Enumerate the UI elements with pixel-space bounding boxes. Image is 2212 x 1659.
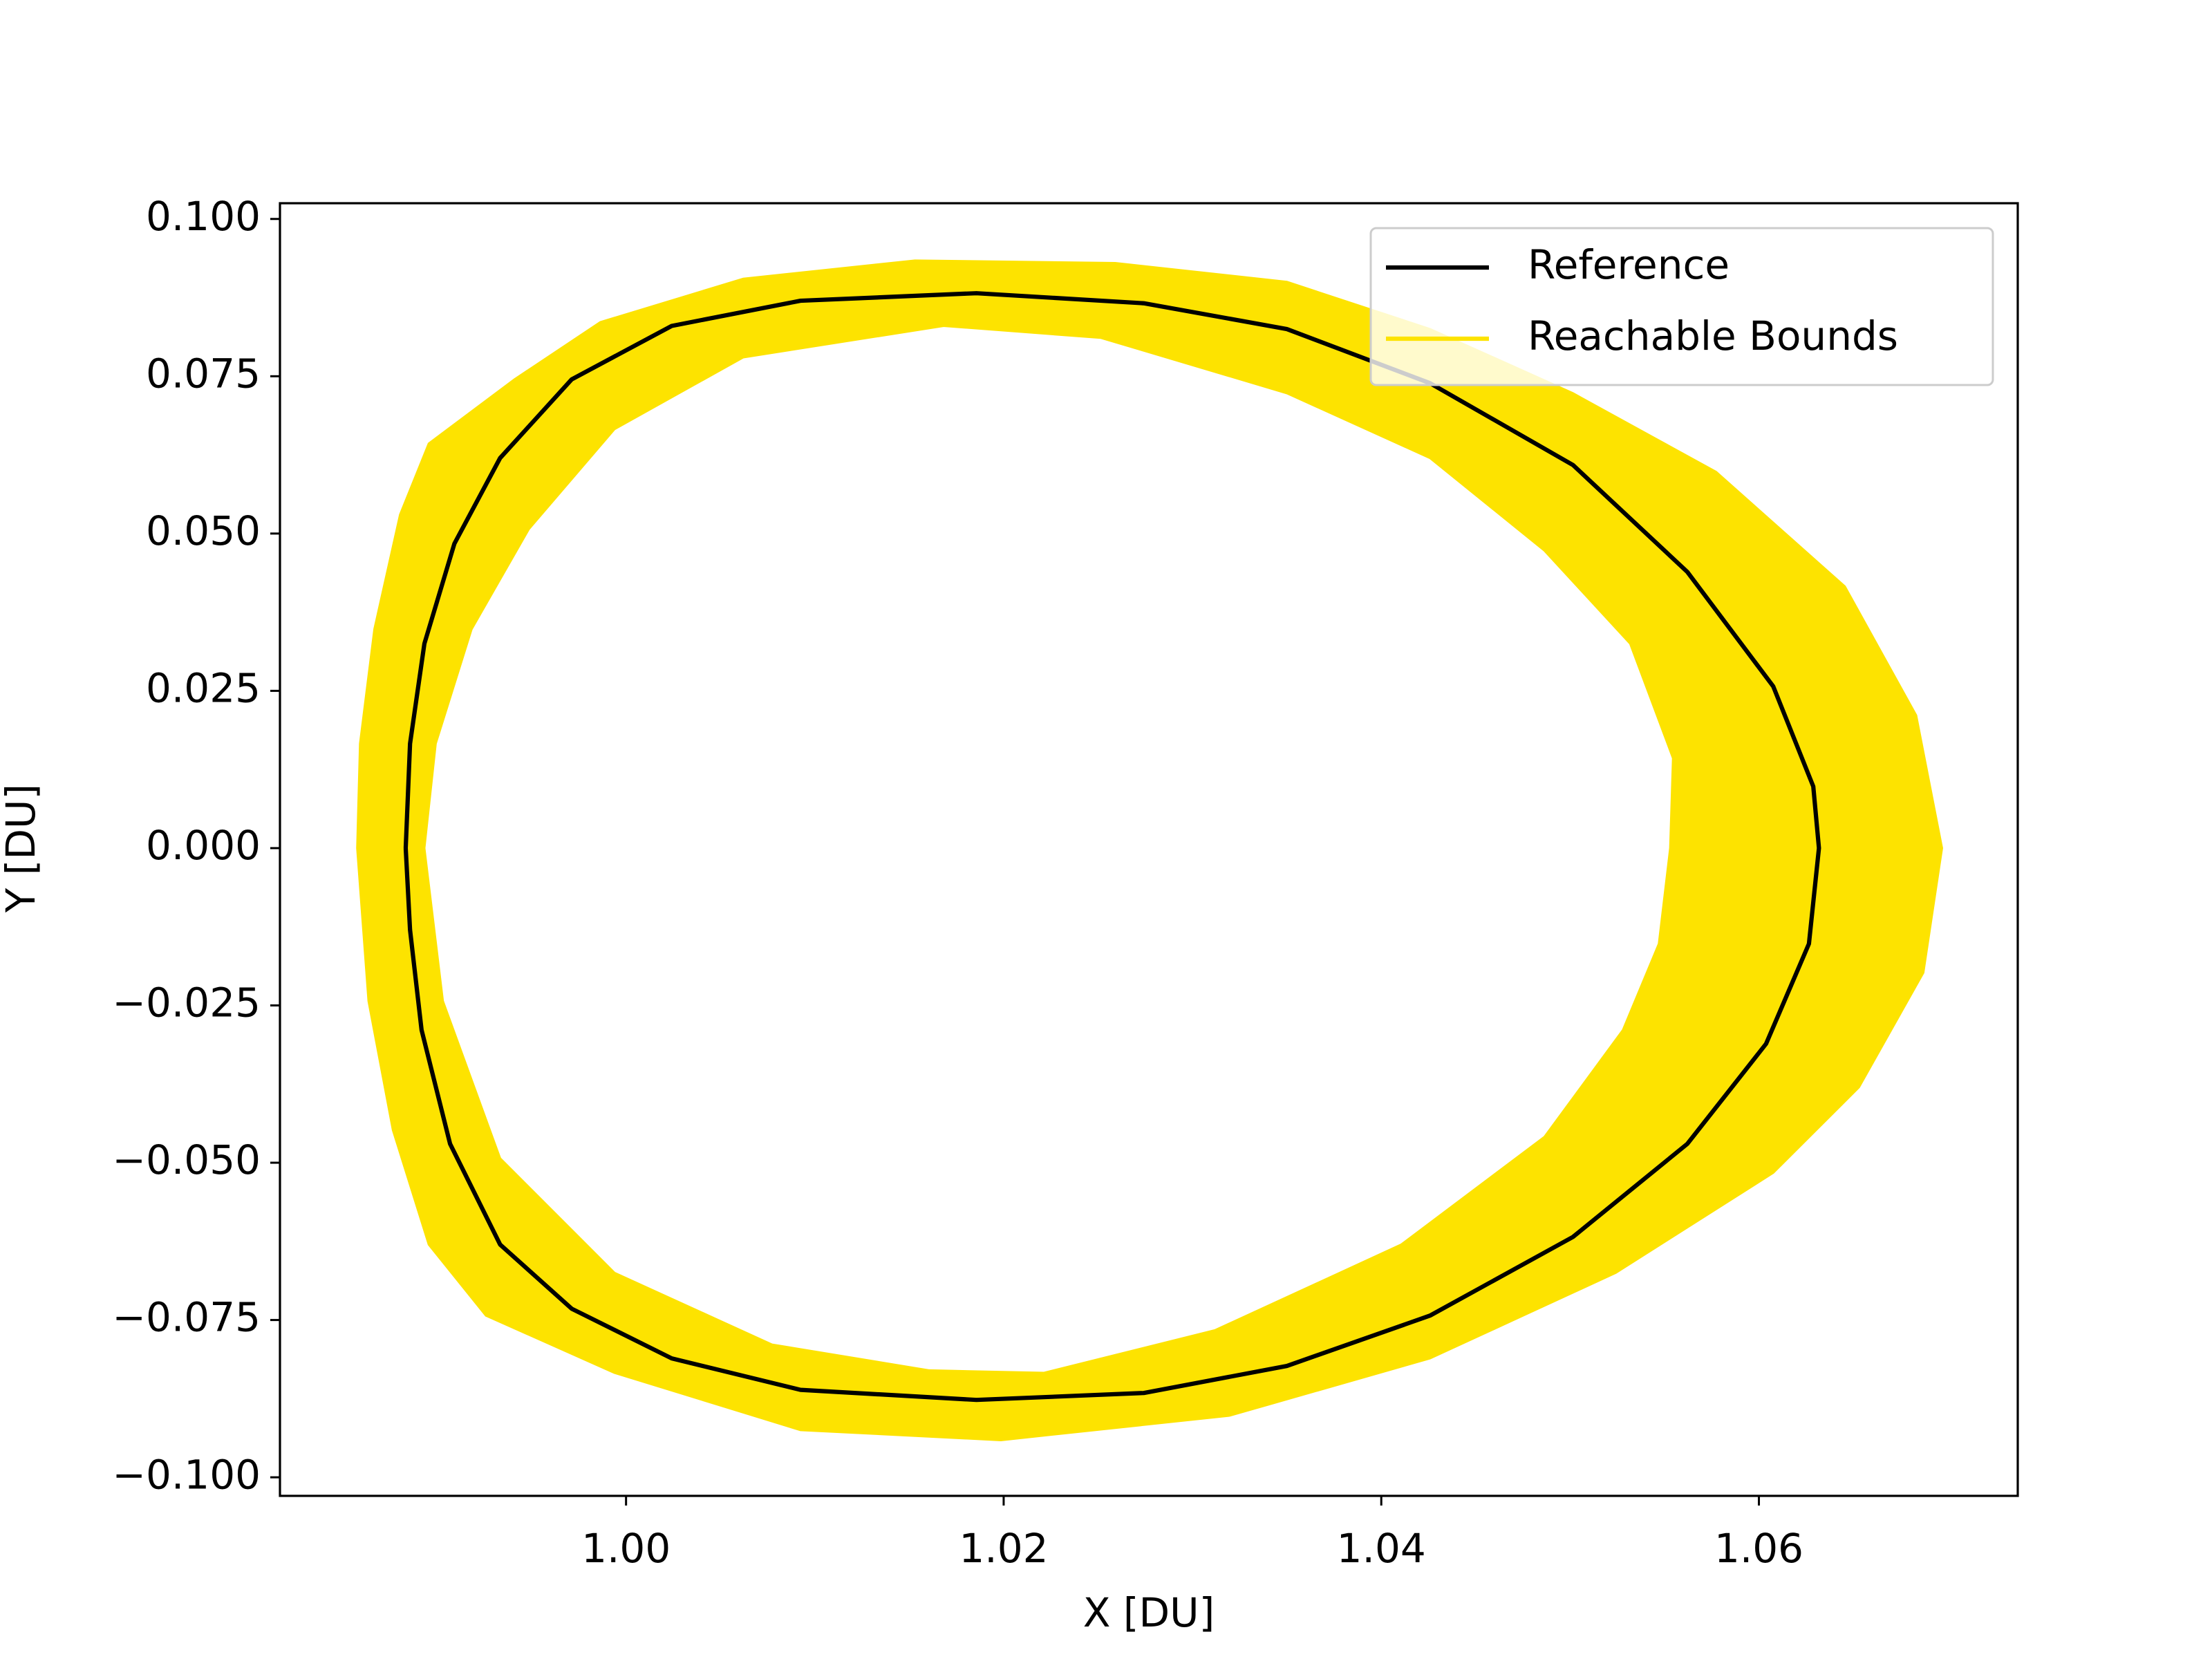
y-tick-label: 0.050 bbox=[146, 507, 261, 554]
y-tick-label: 0.075 bbox=[146, 350, 261, 397]
y-tick-label: 0.100 bbox=[146, 193, 261, 240]
y-axis-label: Y [DU] bbox=[0, 784, 44, 913]
x-tick-label: 1.06 bbox=[1714, 1525, 1803, 1572]
y-tick-label: 0.025 bbox=[146, 665, 261, 712]
x-tick-label: 1.04 bbox=[1337, 1525, 1426, 1572]
x-axis-label: X [DU] bbox=[1083, 1589, 1215, 1636]
series-line bbox=[403, 291, 1821, 1403]
plot-frame bbox=[279, 202, 2019, 1497]
legend-box bbox=[1369, 227, 1994, 386]
y-tick-label: −0.100 bbox=[112, 1451, 261, 1498]
reachable-area bbox=[356, 259, 1943, 1441]
x-tick-label: 1.00 bbox=[581, 1525, 671, 1572]
y-tick-label: 0.000 bbox=[146, 822, 261, 869]
legend-label: Reference bbox=[1528, 241, 1730, 288]
legend-label: Reachable Bounds bbox=[1528, 312, 1898, 359]
x-tick-label: 1.02 bbox=[959, 1525, 1048, 1572]
y-tick-label: −0.075 bbox=[112, 1294, 261, 1341]
y-tick-label: −0.050 bbox=[112, 1136, 261, 1183]
legend: Reference Reachable Bounds bbox=[1369, 227, 1994, 386]
y-tick-label: −0.025 bbox=[112, 980, 261, 1027]
